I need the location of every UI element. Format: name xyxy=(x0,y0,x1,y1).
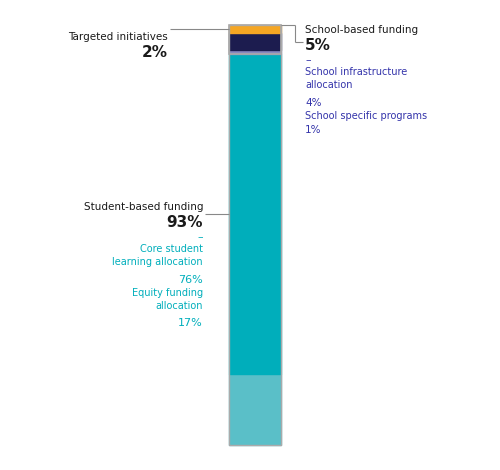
Text: 17%: 17% xyxy=(178,318,203,328)
Text: Core student
learning allocation: Core student learning allocation xyxy=(112,244,203,267)
Text: 2%: 2% xyxy=(142,45,168,60)
Text: School-based funding: School-based funding xyxy=(305,25,418,35)
Bar xyxy=(229,50,281,55)
Text: School specific programs: School specific programs xyxy=(305,111,427,121)
Text: 93%: 93% xyxy=(166,215,203,230)
Text: 5%: 5% xyxy=(305,38,331,53)
Text: Equity funding
allocation: Equity funding allocation xyxy=(132,288,203,311)
Bar xyxy=(229,33,281,50)
Bar xyxy=(229,25,281,55)
Text: –: – xyxy=(198,232,203,242)
Text: 1%: 1% xyxy=(305,125,322,135)
Text: Targeted initiatives: Targeted initiatives xyxy=(68,32,168,42)
Bar xyxy=(229,25,281,445)
Bar xyxy=(229,55,281,374)
Text: –: – xyxy=(305,55,310,65)
Text: Student-based funding: Student-based funding xyxy=(84,202,203,212)
Text: 4%: 4% xyxy=(305,98,322,108)
Text: School infrastructure
allocation: School infrastructure allocation xyxy=(305,67,407,90)
Bar xyxy=(229,374,281,445)
Bar xyxy=(229,25,281,33)
Text: 76%: 76% xyxy=(178,275,203,285)
